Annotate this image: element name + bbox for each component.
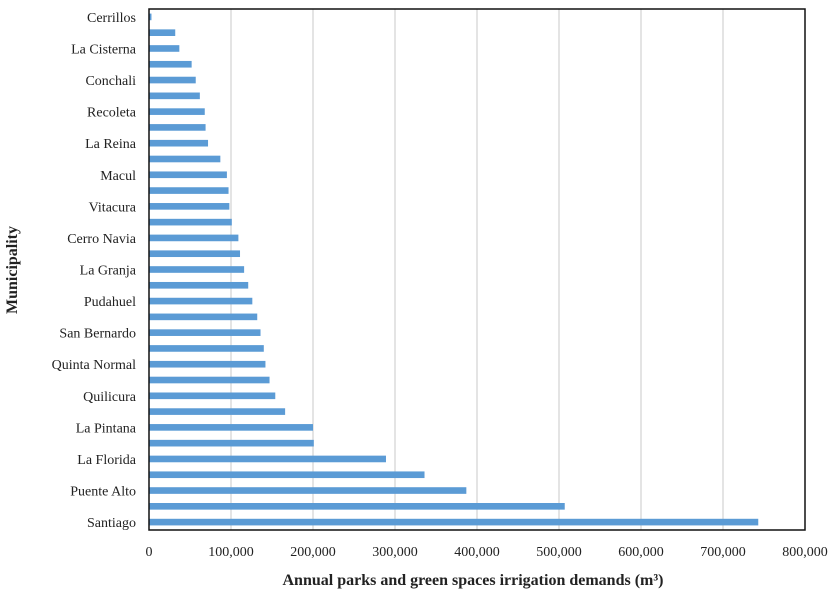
- bar-2: [149, 45, 180, 52]
- bar-11: [149, 187, 229, 194]
- y-axis-title: Municipality: [4, 226, 21, 314]
- bar-19: [149, 313, 258, 321]
- plot-frame: [148, 8, 806, 531]
- x-tick-label-8: 800,000: [782, 545, 828, 560]
- x-tick-label-7: 700,000: [700, 545, 746, 560]
- category-label-4: Conchali: [85, 74, 136, 89]
- category-label-32: Santiago: [87, 516, 136, 531]
- x-tick-label-5: 500,000: [536, 545, 582, 560]
- category-label-0: Cerrillos: [87, 11, 136, 26]
- category-label-30: Puente Alto: [70, 485, 136, 500]
- bars: [149, 13, 759, 526]
- category-label-14: Cerro Navia: [67, 232, 137, 247]
- bar-25: [149, 408, 286, 415]
- bar-4: [149, 76, 196, 84]
- category-label-22: Quinta Normal: [52, 358, 136, 373]
- category-label-18: Pudahuel: [84, 295, 136, 310]
- bar-7: [149, 124, 206, 131]
- x-tick-labels: 0 100,000 200,000 300,000 400,000 500,000 600,…: [146, 545, 828, 560]
- bar-30: [149, 487, 467, 494]
- category-label-28: La Florida: [77, 453, 136, 468]
- bar-8: [149, 139, 209, 147]
- category-label-20: San Bernardo: [59, 327, 136, 342]
- bar-10: [149, 171, 227, 179]
- bar-16: [149, 266, 245, 273]
- category-label-10: Macul: [100, 169, 136, 184]
- bar-6: [149, 108, 205, 115]
- bar-17: [149, 281, 249, 289]
- x-axis-title: Annual parks and green spaces irrigation…: [283, 572, 664, 589]
- bar-9: [149, 155, 221, 163]
- bar-22: [149, 360, 266, 368]
- x-tick-label-1: 100,000: [208, 545, 254, 560]
- bar-13: [149, 218, 232, 226]
- category-label-2: La Cisterna: [71, 42, 137, 57]
- bar-28: [149, 455, 386, 463]
- bar-15: [149, 250, 241, 258]
- category-label-24: Quilicura: [83, 390, 137, 405]
- bar-23: [149, 376, 270, 384]
- category-label-16: La Granja: [80, 264, 137, 279]
- bar-1: [149, 29, 176, 36]
- x-tick-label-4: 400,000: [454, 545, 500, 560]
- bar-12: [149, 203, 230, 210]
- category-label-6: Recoleta: [87, 106, 137, 121]
- bar-29: [149, 471, 425, 479]
- bar-24: [149, 392, 276, 400]
- bar-32: [149, 518, 759, 526]
- category-label-12: Vitacura: [89, 200, 137, 215]
- bar-0: [149, 13, 152, 21]
- bar-3: [149, 60, 192, 68]
- bar-14: [149, 234, 239, 242]
- bar-5: [149, 92, 200, 100]
- x-tick-label-2: 200,000: [290, 545, 336, 560]
- bar-27: [149, 439, 314, 447]
- category-label-8: La Reina: [85, 137, 137, 152]
- bar-18: [149, 297, 253, 305]
- x-tick-label-0: 0: [146, 545, 153, 560]
- category-label-26: La Pintana: [76, 421, 137, 436]
- bar-26: [149, 424, 313, 431]
- x-tick-label-6: 600,000: [618, 545, 664, 560]
- gridlines: [230, 9, 724, 530]
- category-labels: Cerrillos La Cisterna Conchali Recoleta La R…: [52, 11, 137, 531]
- bar-31: [149, 503, 565, 510]
- x-tick-label-3: 300,000: [372, 545, 418, 560]
- bar-21: [149, 345, 264, 352]
- bar-20: [149, 329, 261, 336]
